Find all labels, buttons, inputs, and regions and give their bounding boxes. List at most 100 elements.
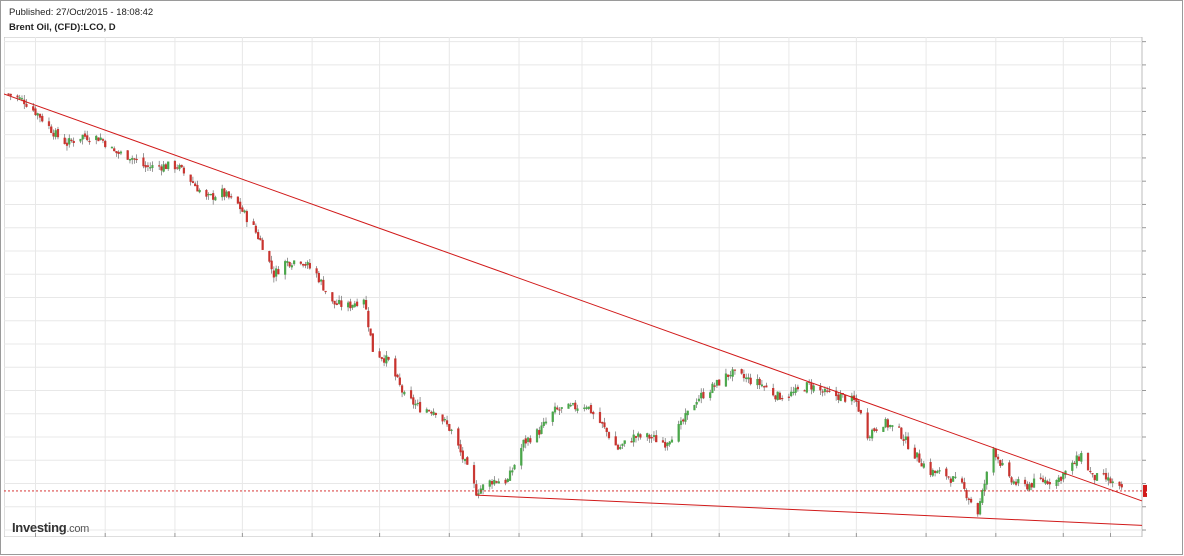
candle-down <box>529 438 532 443</box>
candle-up <box>623 440 626 444</box>
candle-down <box>616 444 620 450</box>
candle-down <box>97 137 100 142</box>
candle-down <box>441 414 444 422</box>
candle-down <box>1118 481 1121 486</box>
candle-down <box>101 139 105 141</box>
candle-up <box>670 439 674 443</box>
candle-down <box>378 351 381 358</box>
candle-up <box>1012 481 1015 484</box>
candle-up <box>1044 479 1047 484</box>
candle-down <box>1086 453 1090 471</box>
candle-up <box>915 452 919 458</box>
candle-down <box>427 410 431 412</box>
candle-up <box>540 425 543 434</box>
candle-down <box>16 95 19 98</box>
candle-down <box>113 148 116 152</box>
candle-up <box>68 138 71 145</box>
candle-up <box>731 369 734 377</box>
candle-up <box>79 138 82 142</box>
candle-down <box>920 463 923 467</box>
candle-up <box>776 391 779 401</box>
candle-down <box>317 272 320 283</box>
candle-down <box>886 419 889 428</box>
candle-down <box>277 269 280 275</box>
current-price-label: 46.72 <box>1146 487 1147 496</box>
candle-up <box>95 135 98 141</box>
candle-down <box>835 390 838 397</box>
candle-up <box>931 469 934 476</box>
candle-down <box>371 333 374 352</box>
candle-down <box>875 429 878 431</box>
candle-up <box>587 406 590 409</box>
candle-down <box>1102 473 1105 475</box>
candle-down <box>1073 462 1076 465</box>
candle-down <box>965 490 968 499</box>
candle-down <box>999 460 1002 466</box>
candle-down <box>929 461 932 475</box>
candle-down <box>418 401 422 413</box>
candle-down <box>369 328 372 336</box>
candle-down <box>335 303 338 305</box>
candle-down <box>558 409 561 411</box>
candle-up <box>884 419 887 428</box>
candle-down <box>412 397 415 405</box>
candle-up <box>526 437 530 442</box>
candle-down <box>180 164 183 168</box>
candle-up <box>686 410 689 416</box>
candle-up <box>729 374 732 377</box>
candle-down <box>7 93 10 95</box>
candle-down <box>475 484 478 496</box>
candle-down <box>1089 470 1092 473</box>
candle-down <box>398 377 401 385</box>
candle-up <box>889 425 892 427</box>
candle-down <box>718 379 721 386</box>
candle-up <box>1055 480 1058 486</box>
candle-down <box>182 167 186 174</box>
candle-down <box>268 250 271 262</box>
candle-down <box>9 93 12 96</box>
candle-up <box>985 471 988 485</box>
candle-down <box>828 390 831 392</box>
candle-up <box>1095 473 1099 481</box>
candle-up <box>403 391 406 395</box>
candlestick-chart[interactable]: 124.00120.00116.00112.00108.00104.00100.… <box>4 37 1147 537</box>
candle-up <box>481 484 485 491</box>
candle-up <box>551 411 554 422</box>
candle-up <box>583 407 586 409</box>
candle-down <box>445 420 449 425</box>
candle-down <box>142 157 145 167</box>
candle-down <box>380 357 383 359</box>
candle-down <box>664 441 667 448</box>
candle-up <box>506 478 509 483</box>
candle-up <box>81 134 84 140</box>
candle-down <box>607 432 611 439</box>
candle-up <box>1017 479 1020 484</box>
candle-down <box>859 410 862 414</box>
candle-down <box>605 427 608 433</box>
candle-down <box>873 428 876 431</box>
candle-up <box>646 433 649 438</box>
candle-down <box>196 184 199 192</box>
candle-down <box>72 140 75 144</box>
candle-up <box>353 303 356 307</box>
candle-up <box>632 434 635 443</box>
candle-up <box>1028 484 1031 491</box>
candle-up <box>520 447 523 466</box>
candle-up <box>983 483 986 491</box>
candle-up <box>110 146 114 149</box>
candle-down <box>322 279 325 291</box>
candle-up <box>677 424 680 442</box>
candle-up <box>904 436 907 441</box>
candle-up <box>693 405 696 411</box>
candle-up <box>207 193 210 196</box>
candle-up <box>293 260 296 265</box>
candle-up <box>567 403 570 409</box>
candle-down <box>949 478 952 483</box>
candle-up <box>151 165 154 169</box>
candle-down <box>1008 462 1011 477</box>
candle-up <box>576 408 579 411</box>
candle-down <box>763 386 766 388</box>
candle-down <box>448 423 451 431</box>
candle-down <box>63 137 66 145</box>
candle-down <box>796 386 800 390</box>
